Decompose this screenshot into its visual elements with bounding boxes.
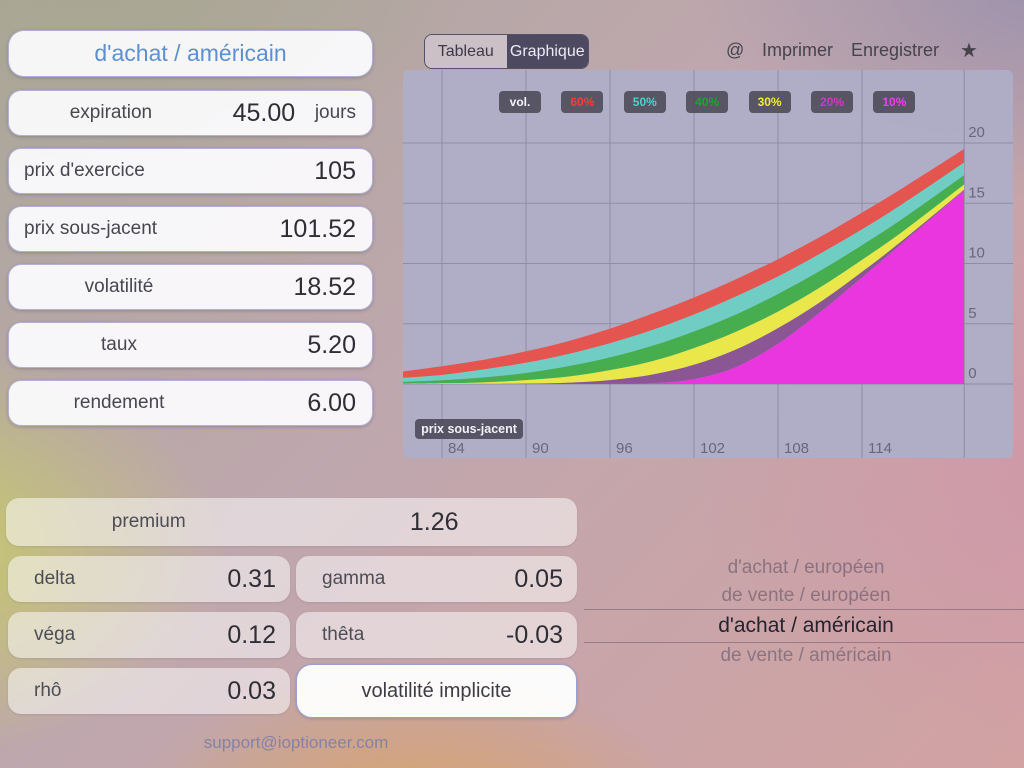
band-40% xyxy=(403,175,965,384)
favorite-star-icon[interactable]: ★ xyxy=(960,40,978,62)
x-axis-badge: prix sous-jacent xyxy=(415,419,523,439)
email-icon[interactable]: @ xyxy=(726,40,745,60)
yield-label: rendement xyxy=(73,392,165,413)
x-tick-102: 102 xyxy=(700,440,725,457)
band-10% xyxy=(403,190,965,384)
volatility-label: volatilité xyxy=(84,276,154,297)
rho-value: 0.03 xyxy=(227,676,276,705)
strike-field[interactable]: prix d'exercice 105 xyxy=(8,148,373,194)
tab-tableau[interactable]: Tableau xyxy=(425,35,507,68)
vega-row: véga 0.12 xyxy=(8,612,290,658)
underlying-price-label: prix sous-jacent xyxy=(24,218,158,239)
expiration-field[interactable]: expiration 45.00 jours xyxy=(8,90,373,136)
x-tick-108: 108 xyxy=(784,440,809,457)
view-segmented-control: Tableau Graphique xyxy=(424,34,589,69)
delta-row: delta 0.31 xyxy=(8,556,290,602)
legend-title-chip: vol. xyxy=(499,91,541,113)
gamma-row: gamma 0.05 xyxy=(296,556,577,602)
rate-value: 5.20 xyxy=(307,330,356,359)
premium-value: 1.26 xyxy=(409,507,459,536)
expiration-unit: jours xyxy=(314,102,356,123)
theta-value: -0.03 xyxy=(506,620,563,649)
save-button[interactable]: Enregistrer xyxy=(851,40,940,60)
picker-separator-top xyxy=(584,609,1024,610)
picker-option-call-american[interactable]: d'achat / américain xyxy=(718,614,894,637)
x-tick-114: 114 xyxy=(868,440,892,457)
underlying-price-field[interactable]: prix sous-jacent 101.52 xyxy=(8,206,373,252)
strike-label: prix d'exercice xyxy=(24,160,145,181)
y-tick-15: 15 xyxy=(968,184,985,201)
rate-label: taux xyxy=(101,334,137,355)
premium-row: premium 1.26 xyxy=(6,498,577,546)
y-tick-5: 5 xyxy=(968,305,976,322)
yield-field[interactable]: rendement 6.00 xyxy=(8,380,373,426)
rate-field[interactable]: taux 5.20 xyxy=(8,322,373,368)
picker-separator-bottom xyxy=(584,642,1024,643)
rho-label: rhô xyxy=(34,680,62,701)
legend-chip-30%[interactable]: 30% xyxy=(748,91,791,113)
theta-row: thêta -0.03 xyxy=(296,612,577,658)
picker-option-call-european[interactable]: d'achat / européen xyxy=(727,557,885,578)
delta-value: 0.31 xyxy=(227,564,276,593)
gamma-value: 0.05 xyxy=(514,564,563,593)
x-tick-96: 96 xyxy=(616,440,633,457)
underlying-price-value: 101.52 xyxy=(279,214,356,243)
legend-chip-10%[interactable]: 10% xyxy=(873,91,916,113)
yield-value: 6.00 xyxy=(307,388,356,417)
legend-chip-20%[interactable]: 20% xyxy=(811,91,853,113)
legend-chip-40%[interactable]: 40% xyxy=(686,91,729,113)
theta-label: thêta xyxy=(322,624,365,645)
expiration-label: expiration xyxy=(69,102,153,123)
option-type-button[interactable]: d'achat / américain xyxy=(8,30,373,77)
volatility-field[interactable]: volatilité 18.52 xyxy=(8,264,373,310)
y-tick-10: 10 xyxy=(968,245,985,262)
premium-label: premium xyxy=(111,511,186,532)
volatility-area-chart: 84 90 96 102 108 114 0 5 10 15 20 xyxy=(403,70,1013,458)
print-button[interactable]: Imprimer xyxy=(762,40,833,60)
y-tick-0: 0 xyxy=(968,365,976,382)
rho-row: rhô 0.03 xyxy=(8,668,290,714)
x-tick-90: 90 xyxy=(532,440,549,457)
legend-chip-50%[interactable]: 50% xyxy=(623,91,666,113)
implied-volatility-button[interactable]: volatilité implicite xyxy=(296,664,577,718)
chart-panel: 84 90 96 102 108 114 0 5 10 15 20 vol. 60% 50% 40% 30%… xyxy=(403,70,1013,458)
vega-value: 0.12 xyxy=(227,620,276,649)
y-tick-20: 20 xyxy=(968,124,985,141)
gamma-label: gamma xyxy=(322,568,386,589)
delta-label: delta xyxy=(34,568,76,589)
vega-label: véga xyxy=(34,624,76,645)
tab-graphique[interactable]: Graphique xyxy=(506,35,588,68)
support-email-link[interactable]: support@ioptioneer.com xyxy=(203,733,389,752)
legend-chip-60%[interactable]: 60% xyxy=(561,91,604,113)
strike-value: 105 xyxy=(314,156,356,185)
x-tick-84: 84 xyxy=(448,440,465,457)
picker-option-put-american[interactable]: de vente / américain xyxy=(720,645,892,666)
volatility-value: 18.52 xyxy=(293,272,356,301)
picker-option-put-european[interactable]: de vente / européen xyxy=(721,585,891,606)
expiration-value: 45.00 xyxy=(232,98,296,127)
